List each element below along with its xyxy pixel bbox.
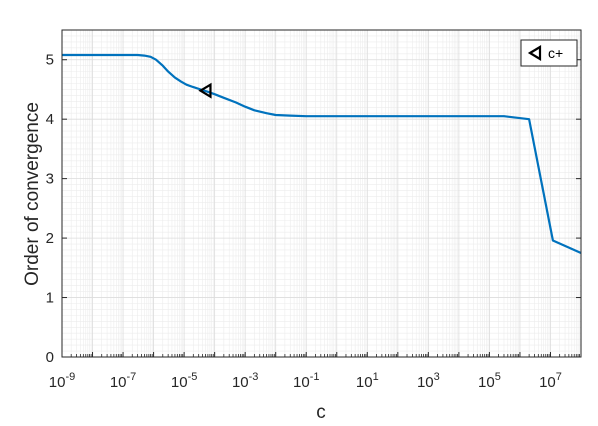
plot-frame <box>61 29 582 358</box>
x-tick-base: 10 <box>171 374 188 391</box>
x-tick-label: 103 <box>417 371 440 391</box>
marker-layer <box>198 82 212 99</box>
x-tick-exponent: 1 <box>373 371 379 383</box>
y-axis-ticks: 0 1 2 3 4 5 <box>46 52 581 366</box>
y-tick-label: 1 <box>46 290 54 307</box>
x-tick-base: 10 <box>110 374 127 391</box>
x-tick-exponent: -7 <box>127 371 137 383</box>
series-line <box>62 53 582 255</box>
legend-triangle-icon <box>527 45 542 61</box>
x-tick-exponent: -3 <box>249 371 259 383</box>
x-tick-label: 101 <box>356 371 379 391</box>
c-plus-marker <box>198 82 212 99</box>
x-tick-exponent: 7 <box>556 371 562 383</box>
x-tick-label: 10-9 <box>49 371 75 391</box>
x-tick-label: 10-3 <box>232 371 258 391</box>
y-tick-label: 0 <box>46 349 54 366</box>
x-tick-exponent: -5 <box>188 371 198 383</box>
y-tick-label: 2 <box>46 230 54 247</box>
x-tick-label: 105 <box>478 371 501 391</box>
x-tick-label: 10-5 <box>171 371 197 391</box>
x-tick-exponent: 5 <box>495 371 501 383</box>
x-tick-base: 10 <box>417 374 434 391</box>
y-tick-label: 3 <box>46 171 54 188</box>
x-tick-base: 10 <box>293 374 310 391</box>
x-tick-label: 10-1 <box>293 371 319 391</box>
minor-gridlines <box>62 29 581 357</box>
x-tick-base: 10 <box>232 374 249 391</box>
y-tick-label: 5 <box>46 52 54 69</box>
x-tick-exponent: -1 <box>310 371 320 383</box>
x-tick-exponent: -9 <box>65 371 75 383</box>
series-layer <box>62 53 582 255</box>
plot-background <box>62 30 581 357</box>
x-axis-title: c <box>316 402 326 423</box>
x-tick-base: 10 <box>539 374 556 391</box>
x-axis-ticks: 10-9 10-7 10-5 10-3 10-1 101 103 105 107 <box>49 352 582 391</box>
x-tick-label: 107 <box>539 371 562 391</box>
y-axis-title: Order of convergence <box>22 102 43 286</box>
y-tick-label: 4 <box>46 111 54 128</box>
x-tick-exponent: 3 <box>434 371 440 383</box>
legend-label: c+ <box>548 45 563 61</box>
x-tick-label: 10-7 <box>110 371 136 391</box>
x-tick-base: 10 <box>356 374 373 391</box>
x-tick-base: 10 <box>49 374 66 391</box>
legend: c+ <box>520 39 578 67</box>
x-tick-base: 10 <box>478 374 495 391</box>
